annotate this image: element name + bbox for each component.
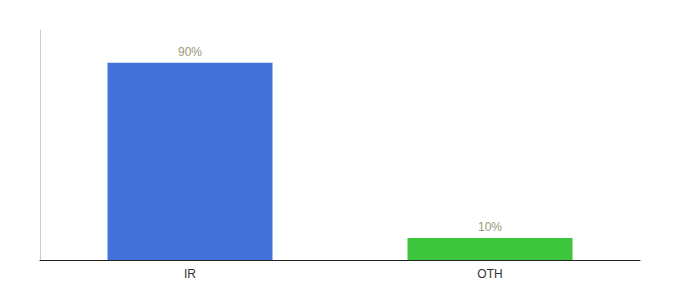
- svg-text:90%: 90%: [178, 45, 202, 59]
- svg-text:10%: 10%: [478, 220, 502, 234]
- svg-text:OTH: OTH: [477, 267, 502, 281]
- svg-text:IR: IR: [184, 267, 196, 281]
